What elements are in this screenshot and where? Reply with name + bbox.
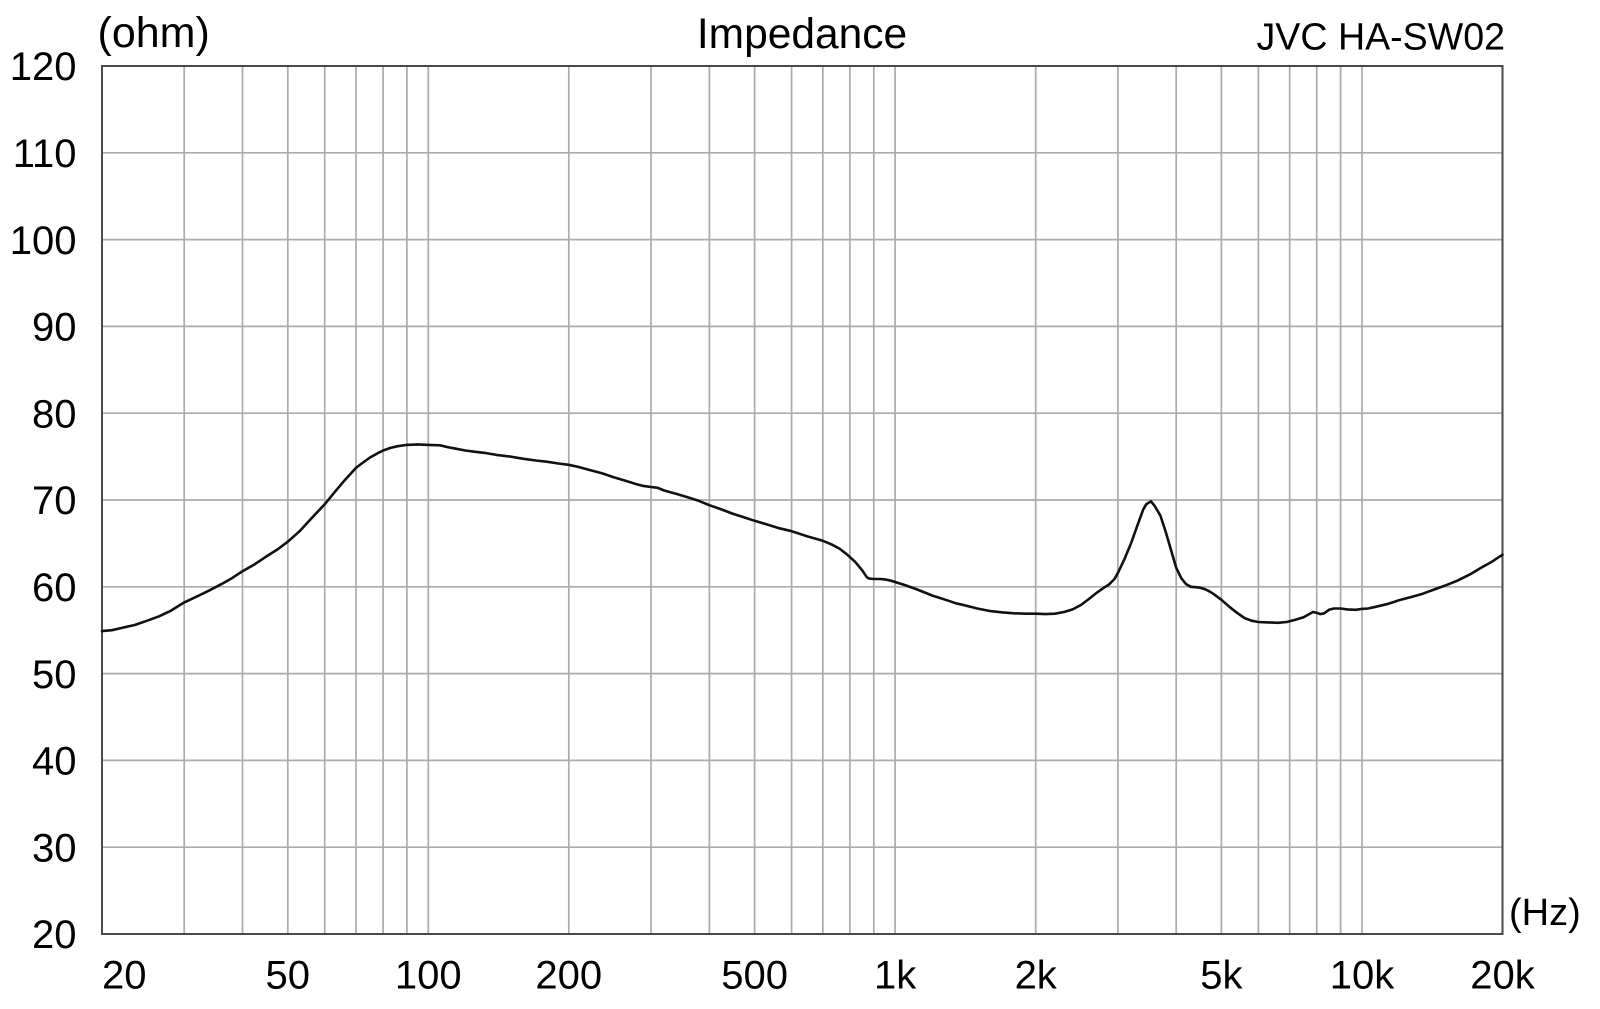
svg-text:20: 20 (32, 913, 77, 957)
svg-text:120: 120 (10, 45, 77, 89)
svg-text:200: 200 (535, 954, 602, 998)
svg-text:80: 80 (32, 392, 77, 436)
svg-text:Impedance: Impedance (697, 11, 907, 58)
svg-text:500: 500 (721, 954, 788, 998)
svg-text:20k: 20k (1470, 954, 1535, 998)
svg-text:100: 100 (395, 954, 462, 998)
svg-text:50: 50 (32, 653, 77, 697)
svg-text:(ohm): (ohm) (98, 9, 210, 57)
svg-text:(Hz): (Hz) (1509, 892, 1581, 934)
svg-text:40: 40 (32, 740, 77, 784)
svg-text:70: 70 (32, 479, 77, 523)
svg-text:100: 100 (10, 219, 77, 263)
svg-text:10k: 10k (1330, 954, 1395, 998)
svg-text:1k: 1k (874, 954, 917, 998)
svg-text:30: 30 (32, 826, 77, 870)
svg-text:90: 90 (32, 306, 77, 350)
svg-text:2k: 2k (1015, 954, 1058, 998)
svg-text:110: 110 (13, 132, 77, 176)
svg-text:60: 60 (32, 566, 77, 610)
svg-text:50: 50 (266, 954, 311, 998)
svg-text:JVC HA-SW02: JVC HA-SW02 (1257, 16, 1505, 58)
svg-text:20: 20 (102, 954, 147, 998)
svg-text:5k: 5k (1200, 954, 1243, 998)
